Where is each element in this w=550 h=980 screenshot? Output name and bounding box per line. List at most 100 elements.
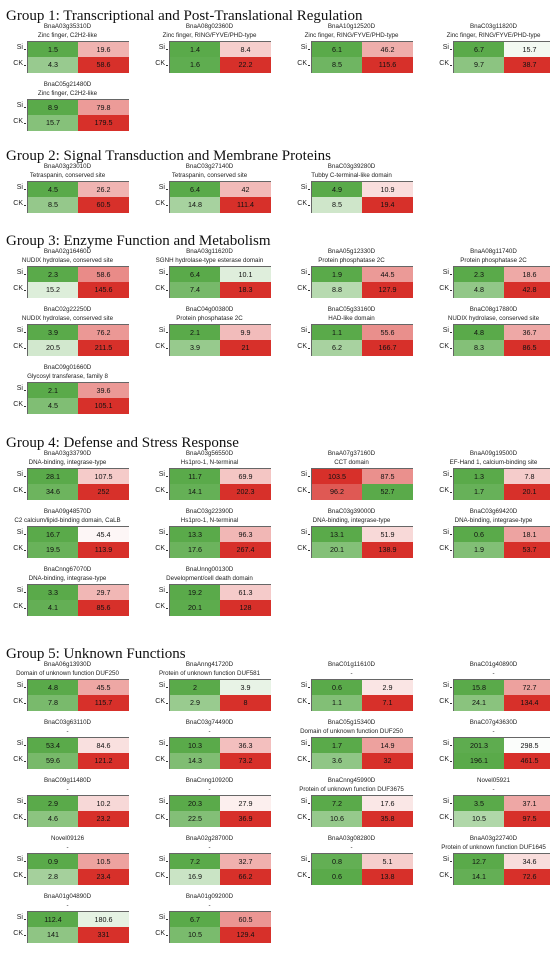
heatmap-grid: 103.5 87.5 96.2 52.7 [311,468,413,500]
heatmap-grid: 6.7 15.7 9.7 38.7 [453,41,550,73]
row-tick [166,919,168,920]
heatmap-cell: 12.7 [454,854,505,870]
domain-label: Protein of unknown function DUF3675 [299,786,404,793]
row-label: Si [16,44,23,51]
heatmap-cell: 2 [170,680,221,696]
heatmap-cell: 1.7 [454,484,505,500]
heatmap-cell: 46.2 [362,42,413,58]
row-tick [450,761,452,762]
row-label: CK [297,487,307,494]
gene-id-label: BnaAnng41720D [185,661,234,668]
row-label: CK [439,756,449,763]
heatmap-panel: BnaA02g16460D NUDIX hydrolase, conserved … [5,248,130,298]
domain-label: DNA-binding, integrase-type [28,575,107,582]
heatmap-cell: 129.4 [220,927,271,943]
heatmap-cell: 28.1 [28,469,79,485]
row-label: CK [155,756,165,763]
row-tick [166,877,168,878]
heatmap-panel: BnaA09g19500D EF-Hand 1, calcium-binding … [431,450,550,500]
row-tick [24,919,26,920]
row-tick [24,406,26,407]
domain-label: - [350,670,353,677]
row-label: Si [158,587,165,594]
heatmap-cell: 0.6 [454,527,505,543]
heatmap-cell: 8.9 [28,100,79,116]
heatmap-cell: 1.5 [28,42,79,58]
row-tick [308,687,310,688]
gene-id-label: BnaA08g02360D [185,23,234,30]
gene-id-label: BnaA03g08280D [327,835,376,842]
row-label: CK [13,545,23,552]
heatmap-grid: 2.1 9.9 3.9 21 [169,324,271,356]
heatmap-cell: 23.4 [78,869,129,885]
heatmap-grid: 1.5 19.6 4.3 58.6 [27,41,129,73]
heatmap-panel: BnaA01g04890D - Si CK 112.4 180.6 141 331 [5,893,130,943]
heatmap-panel: BnaC05g15340D Domain of unknown function … [289,719,414,769]
heatmap-cell: 19.4 [362,197,413,213]
heatmap-panel: Novel05921 - Si CK 3.5 37.1 10.5 97.5 [431,777,550,827]
domain-label: Zinc finger, C2H2-like [37,90,98,97]
row-label: Si [442,682,449,689]
heatmap-cell: 105.1 [78,398,129,414]
heatmap-cell: 61.3 [220,585,271,601]
row-tick [24,390,26,391]
heatmap-cell: 44.5 [362,267,413,283]
heatmap-panel: BnaA03g33790D DNA-binding, integrase-type… [5,450,130,500]
row-label: Si [16,682,23,689]
row-label: Si [442,471,449,478]
heatmap-cell: 1.1 [312,695,363,711]
heatmap-cell: 2.9 [28,796,79,812]
heatmap-cell: 15.7 [504,42,550,58]
heatmap-cell: 6.4 [170,182,221,198]
domain-label: - [66,844,69,851]
domain-label: DNA-binding, integrase-type [28,459,107,466]
row-tick [450,332,452,333]
row-label: CK [13,200,23,207]
row-tick [450,65,452,66]
row-label: Si [158,471,165,478]
row-tick [24,861,26,862]
row-tick [166,819,168,820]
heatmap-panel: BnaA08g02360D Zinc finger, RING/FYVE/PHD-… [147,23,272,73]
heatmap-cell: 18.3 [220,282,271,298]
heatmap-cell: 60.5 [220,912,271,928]
gene-id-label: BnaA03g33790D [43,450,92,457]
domain-label: NUDIX hydrolase, conserved site [447,315,540,322]
row-label: CK [439,60,449,67]
heatmap-cell: 4.8 [454,325,505,341]
heatmap-grid: 8.9 79.8 15.7 179.5 [27,99,129,131]
heatmap-cell: 45.4 [78,527,129,543]
group-title: Group 4: Defense and Stress Response [6,435,239,451]
gene-id-label: BnaC01g40890D [469,661,518,668]
gene-id-label: BnaC08g17880D [469,306,518,313]
row-tick [24,819,26,820]
row-label: Si [16,471,23,478]
group-title: Group 5: Unknown Functions [6,646,186,662]
row-tick [166,592,168,593]
row-tick [24,687,26,688]
row-tick [166,476,168,477]
heatmap-cell: 252 [78,484,129,500]
row-tick [450,877,452,878]
heatmap-cell: 35.8 [362,811,413,827]
domain-label: Zinc finger, RING/FYVE/PHD-type [162,32,257,39]
heatmap-cell: 7.8 [504,469,550,485]
row-tick [308,189,310,190]
row-label: Si [442,327,449,334]
heatmap-grid: 4.9 10.9 8.5 19.4 [311,181,413,213]
heatmap-cell: 10.5 [78,854,129,870]
gene-id-label: BnaC09g01660D [43,364,92,371]
row-tick [166,65,168,66]
heatmap-cell: 10.3 [170,738,221,754]
row-label: Si [158,529,165,536]
heatmap-cell: 201.3 [454,738,505,754]
heatmap-cell: 115.7 [78,695,129,711]
domain-label: C2 calcium/lipid-binding domain, CaLB [14,517,121,524]
heatmap-grid: 0.9 10.5 2.8 23.4 [27,853,129,885]
heatmap-cell: 461.5 [504,753,550,769]
heatmap-cell: 3.9 [220,680,271,696]
heatmap-cell: 20.3 [170,796,221,812]
heatmap-cell: 267.4 [220,542,271,558]
domain-label: Protein of unknown function DUF581 [158,670,261,677]
gene-id-label: BnaC05g15340D [327,719,376,726]
